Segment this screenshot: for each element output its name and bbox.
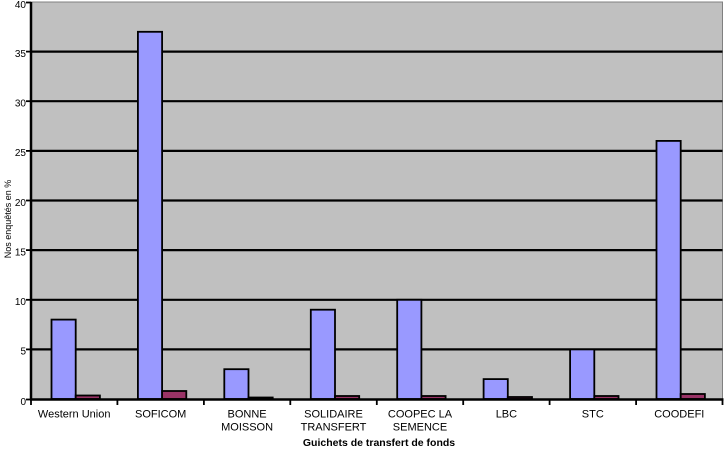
svg-text:LBC: LBC [496,409,517,421]
svg-text:BONNE: BONNE [228,409,267,421]
svg-text:SOFICOM: SOFICOM [135,409,186,421]
svg-text:15: 15 [15,247,27,258]
svg-text:TRANSFERT: TRANSFERT [301,422,367,434]
svg-text:5: 5 [20,347,26,358]
svg-text:30: 30 [15,99,27,110]
svg-text:Nos enquêtés en %: Nos enquêtés en % [3,180,13,259]
svg-text:40: 40 [15,0,27,11]
svg-text:0: 0 [20,397,26,408]
svg-text:10: 10 [15,297,27,308]
svg-text:STC: STC [582,409,604,421]
svg-text:MOISSON: MOISSON [221,422,273,434]
svg-text:COODEFI: COODEFI [654,409,704,421]
svg-text:Guichets de transfert de fonds: Guichets de transfert de fonds [303,437,455,449]
svg-text:SOLIDAIRE: SOLIDAIRE [304,409,363,421]
svg-text:20: 20 [15,198,27,209]
svg-text:COOPEC LA: COOPEC LA [388,409,453,421]
svg-text:25: 25 [15,148,27,159]
svg-text:Western Union: Western Union [38,409,111,421]
svg-text:35: 35 [15,49,27,60]
svg-text:SEMENCE: SEMENCE [393,422,447,434]
